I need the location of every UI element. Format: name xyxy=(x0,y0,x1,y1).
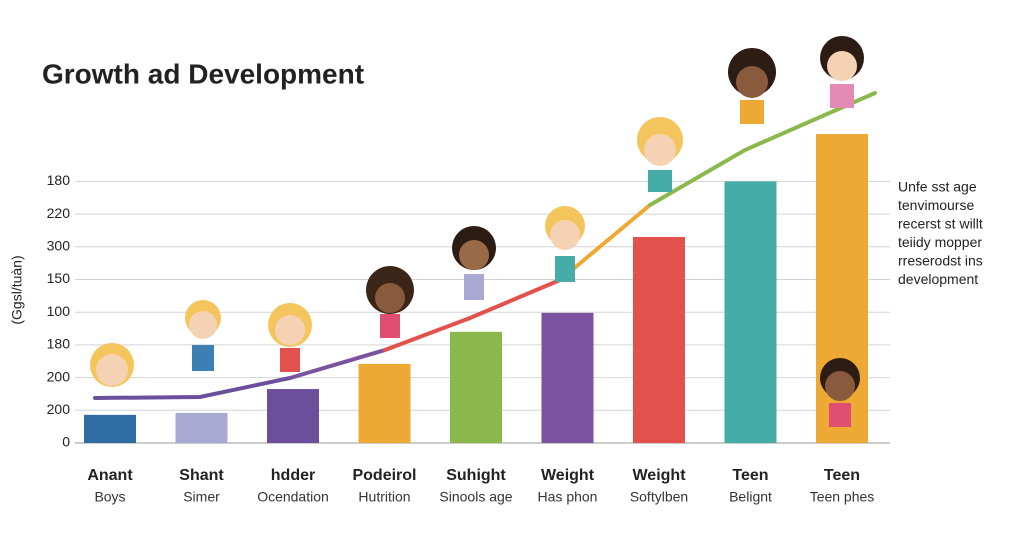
kid-figures xyxy=(90,36,864,427)
x-tick-label: hdder xyxy=(271,467,315,484)
x-tick-sublabel: Boys xyxy=(94,489,125,505)
bar xyxy=(724,181,777,443)
x-tick-sublabel: Has phon xyxy=(538,489,598,505)
bar xyxy=(84,414,136,443)
y-tick-label: 0 xyxy=(62,434,70,450)
x-tick-label: Shant xyxy=(179,467,224,484)
x-tick-label: Weight xyxy=(632,467,686,484)
bar xyxy=(450,331,502,443)
annotation-line: teiidy mopper xyxy=(898,234,982,250)
chart-title: Growth ad Development xyxy=(42,58,364,89)
x-tick-sublabel: Hutrition xyxy=(358,489,410,505)
y-tick-label: 150 xyxy=(47,270,71,286)
x-tick-sublabel: Belignt xyxy=(729,489,772,505)
x-tick-label: Teen xyxy=(732,467,768,484)
y-tick-label: 100 xyxy=(47,303,71,319)
y-tick-label: 200 xyxy=(47,401,71,417)
annotation-line: development xyxy=(898,271,978,287)
x-tick-label: Weight xyxy=(541,467,595,484)
trend-line xyxy=(93,91,877,400)
x-tick-sublabel: Ocendation xyxy=(257,489,329,505)
annotation-line: Unfe sst age xyxy=(898,179,977,195)
x-tick-sublabel: Teen phes xyxy=(810,489,875,505)
y-tick-label: 300 xyxy=(47,238,71,254)
y-tick-label: 220 xyxy=(47,205,71,221)
x-tick-sublabel: Simer xyxy=(183,489,220,505)
bar xyxy=(267,389,319,443)
annotation-line: tenvimourse xyxy=(898,197,974,213)
bar xyxy=(633,236,685,443)
bar xyxy=(175,412,228,443)
y-axis-label: (Ggsl/tuàn) xyxy=(9,255,25,324)
annotation-line: rreserodst ins xyxy=(898,253,983,269)
x-tick-label: Teen xyxy=(824,467,860,484)
bar xyxy=(541,312,594,443)
x-tick-sublabel: Sinools age xyxy=(439,489,512,505)
x-tick-sublabel: Softylben xyxy=(630,489,688,505)
y-tick-label: 180 xyxy=(47,172,71,188)
annotation-line: recerst st willt xyxy=(898,216,983,232)
x-tick-label: Anant xyxy=(87,467,133,484)
x-tick-label: Suhight xyxy=(446,467,506,484)
y-tick-label: 180 xyxy=(47,336,71,352)
bar xyxy=(358,363,411,443)
x-tick-label: Podeirol xyxy=(352,467,416,484)
y-tick-label: 200 xyxy=(47,368,71,384)
